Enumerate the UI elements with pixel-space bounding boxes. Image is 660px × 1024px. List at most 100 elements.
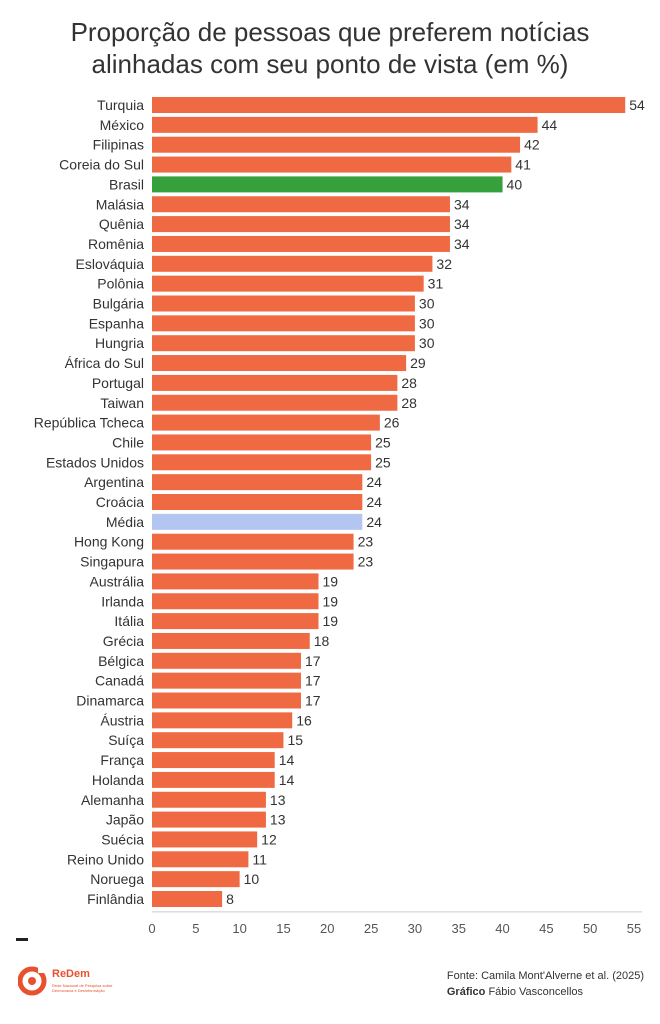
category-label-franca: França: [100, 752, 144, 768]
value-label-africa-do-sul: 29: [410, 355, 426, 371]
value-label-suecia: 12: [261, 831, 277, 847]
bar-hungria: [152, 335, 415, 352]
category-label-hong-kong: Hong Kong: [74, 534, 144, 550]
x-tick-label-45: 45: [539, 921, 553, 936]
value-label-bulgaria: 30: [419, 296, 435, 312]
value-label-franca: 14: [279, 752, 295, 768]
value-label-japao: 13: [270, 812, 286, 828]
value-label-hong-kong: 23: [358, 534, 374, 550]
bar-espanha: [152, 315, 415, 332]
bar-coreia-do-sul: [152, 156, 512, 173]
category-label-hungria: Hungria: [95, 335, 144, 351]
footer-divider: [16, 938, 28, 941]
value-label-malasia: 34: [454, 196, 470, 212]
category-label-coreia-do-sul: Coreia do Sul: [59, 157, 144, 173]
bar-chile: [152, 434, 372, 451]
x-tick-label-35: 35: [451, 921, 465, 936]
value-label-croacia: 24: [366, 494, 382, 510]
bar-estados-unidos: [152, 454, 372, 471]
category-label-espanha: Espanha: [89, 315, 144, 331]
value-label-suica: 15: [287, 732, 303, 748]
category-label-polonia: Polônia: [97, 276, 144, 292]
redem-logo-icon: [17, 965, 48, 996]
category-label-eslovaquia: Eslováquia: [76, 256, 145, 272]
category-label-alemanha: Alemanha: [81, 792, 144, 808]
bar-polonia: [152, 275, 424, 292]
value-label-singapura: 23: [358, 554, 374, 570]
value-label-brasil: 40: [507, 176, 523, 192]
value-label-turquia: 54: [629, 97, 645, 113]
bar-dinamarca: [152, 692, 301, 709]
value-label-republica-tcheca: 26: [384, 415, 400, 431]
bar-italia: [152, 613, 319, 630]
bar-eslovaquia: [152, 255, 433, 272]
category-label-republica-tcheca: República Tcheca: [34, 415, 144, 431]
category-label-portugal: Portugal: [92, 375, 144, 391]
category-label-croacia: Croácia: [96, 494, 144, 510]
value-label-irlanda: 19: [323, 593, 339, 609]
bar-belgica: [152, 652, 301, 669]
category-label-filipinas: Filipinas: [93, 137, 144, 153]
bar-quenia: [152, 216, 450, 233]
credit-name: Fábio Vasconcellos: [488, 986, 584, 998]
value-label-italia: 19: [323, 613, 339, 629]
value-label-portugal: 28: [401, 375, 417, 391]
bar-romenia: [152, 235, 450, 252]
bar-argentina: [152, 474, 363, 491]
x-tick-label-25: 25: [364, 921, 378, 936]
category-label-media: Média: [106, 514, 144, 530]
category-label-japao: Japão: [106, 812, 144, 828]
category-label-africa-do-sul: África do Sul: [65, 355, 144, 371]
value-label-canada: 17: [305, 673, 321, 689]
bar-taiwan: [152, 394, 398, 411]
value-label-australia: 19: [323, 573, 339, 589]
bar-reino-unido: [152, 851, 249, 868]
bar-turquia: [152, 97, 626, 113]
category-label-irlanda: Irlanda: [101, 593, 144, 609]
value-label-espanha: 30: [419, 315, 435, 331]
bar-suica: [152, 732, 284, 749]
value-label-chile: 25: [375, 434, 391, 450]
x-tick-label-55: 55: [627, 921, 641, 936]
category-label-quenia: Quênia: [99, 216, 144, 232]
x-tick-label-40: 40: [495, 921, 509, 936]
value-label-coreia-do-sul: 41: [515, 157, 531, 173]
category-label-australia: Austrália: [90, 573, 145, 589]
bar-japao: [152, 811, 266, 828]
category-label-italia: Itália: [114, 613, 144, 629]
value-label-reino-unido: 11: [252, 851, 267, 867]
x-tick-label-30: 30: [408, 921, 422, 936]
category-label-noruega: Noruega: [90, 871, 144, 887]
source-block: Fonte: Camila Mont'Alverne et al. (2025)…: [447, 968, 644, 1000]
category-label-finlandia: Finlândia: [87, 891, 144, 907]
value-label-belgica: 17: [305, 653, 321, 669]
value-label-media: 24: [366, 514, 382, 530]
bar-finlandia: [152, 891, 223, 907]
category-label-bulgaria: Bulgária: [93, 296, 145, 312]
bar-hong-kong: [152, 533, 354, 550]
category-label-argentina: Argentina: [84, 474, 144, 490]
bar-austria: [152, 712, 293, 729]
bar-singapura: [152, 553, 354, 570]
bar-australia: [152, 573, 319, 590]
value-label-romenia: 34: [454, 236, 470, 252]
category-label-belgica: Bélgica: [98, 653, 144, 669]
value-label-eslovaquia: 32: [436, 256, 452, 272]
credit-label: Gráfico: [446, 986, 486, 998]
value-label-alemanha: 13: [270, 792, 286, 808]
redem-logo: ReDem Rede Nacional de Pesquisa sobre De…: [17, 963, 128, 1003]
bar-africa-do-sul: [152, 355, 407, 372]
category-label-romenia: Romênia: [88, 236, 144, 252]
value-label-grecia: 18: [314, 633, 330, 649]
category-label-suecia: Suécia: [101, 831, 144, 847]
category-label-estados-unidos: Estados Unidos: [46, 454, 144, 470]
bar-republica-tcheca: [152, 414, 380, 431]
category-label-mexico: México: [100, 117, 145, 133]
x-tick-label-5: 5: [192, 921, 199, 936]
bar-noruega: [152, 871, 240, 888]
logo-subtitle: Rede Nacional de Pesquisa sobre Democrac…: [52, 983, 113, 993]
source-text: Fonte: Camila Mont'Alverne et al. (2025): [446, 970, 644, 982]
bar-bulgaria: [152, 295, 415, 312]
category-label-austria: Áustria: [100, 712, 144, 728]
category-label-holanda: Holanda: [92, 772, 144, 788]
